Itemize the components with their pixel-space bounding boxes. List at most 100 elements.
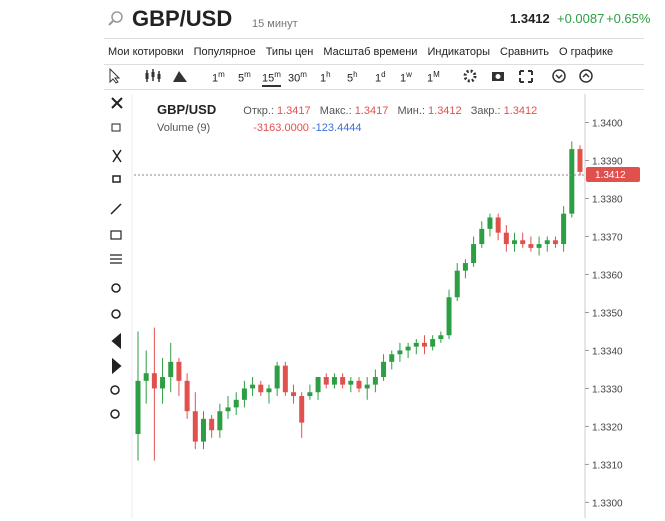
change-percent: +0.65% bbox=[606, 11, 651, 26]
candle-body bbox=[430, 339, 436, 347]
candle-body bbox=[356, 380, 362, 389]
symbol: GBP/USD bbox=[132, 6, 233, 31]
candle-body bbox=[503, 232, 509, 245]
candle-body bbox=[446, 297, 452, 336]
timeframe-unit: m bbox=[218, 70, 225, 79]
candle-body bbox=[299, 396, 305, 423]
y-tick-label: 1.3390 bbox=[592, 156, 623, 167]
timeframe-number: 1 bbox=[375, 72, 382, 85]
candle-body bbox=[487, 217, 493, 229]
menu-item[interactable]: Мои котировки bbox=[108, 45, 184, 58]
candle-body bbox=[471, 244, 477, 264]
timeframe[interactable]: 1m bbox=[212, 70, 225, 85]
y-tick-label: 1.3320 bbox=[592, 422, 623, 433]
toolbar: 1m 5m 15m 30m 1h 5h 1d 1w 1M bbox=[104, 64, 644, 90]
candle-body bbox=[266, 388, 272, 393]
drawing-tools[interactable] bbox=[106, 92, 130, 432]
toolbar-icons[interactable] bbox=[462, 69, 632, 85]
timeframe-unit: m bbox=[300, 70, 307, 79]
candle-body bbox=[462, 263, 468, 271]
candle-body bbox=[323, 377, 329, 385]
timeframe-unit: d bbox=[381, 70, 386, 79]
menu-bar: Мои котировки Популярное Типы цен Масштаб в… bbox=[104, 38, 644, 65]
timeframe-unit: m bbox=[274, 70, 281, 79]
timeframe[interactable]: 1M bbox=[427, 70, 440, 85]
cursor-tool[interactable] bbox=[108, 68, 120, 84]
candle-body bbox=[176, 361, 182, 381]
candle-body bbox=[250, 384, 256, 389]
candle-body bbox=[405, 346, 411, 351]
y-tick-label: 1.3360 bbox=[592, 270, 623, 281]
y-tick-label: 1.3310 bbox=[592, 460, 623, 471]
candle-body bbox=[307, 392, 313, 397]
menu-item[interactable]: Масштаб времени bbox=[323, 45, 418, 58]
legend: GBP/USD Откр.: 1.3417 Макс.: 1.3417 Мин.… bbox=[157, 102, 543, 117]
candle-body bbox=[454, 270, 460, 298]
candle-body bbox=[372, 377, 378, 385]
timeframe[interactable]: 5h bbox=[347, 70, 358, 85]
y-tick-label: 1.3330 bbox=[592, 384, 623, 395]
candle-body bbox=[544, 240, 550, 245]
candles-tool[interactable] bbox=[144, 68, 162, 84]
search-icon[interactable] bbox=[108, 10, 124, 26]
volume-value: -3163.0000 bbox=[253, 122, 309, 134]
menu-item[interactable]: Индикаторы bbox=[427, 45, 490, 58]
candle-body bbox=[217, 411, 223, 431]
candle-body bbox=[315, 377, 321, 393]
candle-body bbox=[421, 342, 427, 347]
candle-body bbox=[143, 373, 149, 381]
timeframe-number: 1 bbox=[427, 72, 434, 85]
menu-item[interactable]: Типы цен bbox=[265, 45, 314, 58]
candle-body bbox=[512, 240, 518, 245]
candle-body bbox=[520, 240, 526, 245]
candle-body bbox=[479, 228, 485, 245]
timeframe-number: 1 bbox=[320, 72, 327, 85]
candle-body bbox=[495, 217, 501, 233]
area-tool[interactable] bbox=[172, 69, 188, 83]
timeframe[interactable]: 5m bbox=[238, 70, 251, 85]
candle-body bbox=[552, 240, 558, 245]
timeframe-number: 1 bbox=[212, 72, 219, 85]
candle-body bbox=[291, 392, 297, 397]
menu-item[interactable]: О графике bbox=[559, 45, 614, 58]
candle-body bbox=[225, 407, 231, 412]
price-tag: 1.3412 bbox=[595, 170, 626, 181]
candle-body bbox=[348, 380, 354, 385]
candle-body bbox=[340, 377, 346, 385]
timeframe-unit: m bbox=[244, 70, 251, 79]
candle-body bbox=[536, 244, 542, 248]
candle-body bbox=[569, 149, 575, 214]
y-tick-label: 1.3350 bbox=[592, 308, 623, 319]
candle-body bbox=[209, 418, 215, 431]
timeframe-unit: h bbox=[353, 70, 358, 79]
change: +0.0087 bbox=[557, 11, 605, 26]
price-tag-box bbox=[586, 167, 640, 182]
candle-body bbox=[160, 377, 166, 389]
timeframe[interactable]: 1w bbox=[400, 70, 412, 85]
y-tick-label: 1.3400 bbox=[592, 118, 623, 129]
candle-body bbox=[389, 354, 395, 362]
candle-body bbox=[364, 384, 370, 389]
candle-body bbox=[577, 149, 583, 172]
candle-body bbox=[381, 361, 387, 378]
timeframe[interactable]: 1d bbox=[375, 70, 386, 85]
timeframe[interactable]: 15m bbox=[262, 70, 281, 87]
timeframe-unit: M bbox=[433, 70, 440, 79]
candle-body bbox=[233, 399, 239, 408]
candle-body bbox=[200, 418, 206, 442]
timeframe-number: 5 bbox=[347, 72, 354, 85]
volume-legend: Volume (9) -3163.0000 -123.4444 bbox=[157, 122, 362, 134]
timeframe[interactable]: 30m bbox=[288, 70, 307, 85]
candle-body bbox=[282, 365, 288, 393]
menu-item[interactable]: Сравнить bbox=[500, 45, 550, 58]
candle-body bbox=[397, 350, 403, 355]
volume-label: Volume (9) bbox=[157, 122, 211, 134]
timeframe[interactable]: 1h bbox=[320, 70, 331, 85]
y-tick-label: 1.3300 bbox=[592, 498, 623, 509]
candle-body bbox=[151, 373, 157, 389]
legend-label: Мин.: bbox=[397, 105, 425, 117]
menu-item[interactable]: Популярное bbox=[193, 45, 256, 58]
candle-body bbox=[258, 384, 264, 393]
